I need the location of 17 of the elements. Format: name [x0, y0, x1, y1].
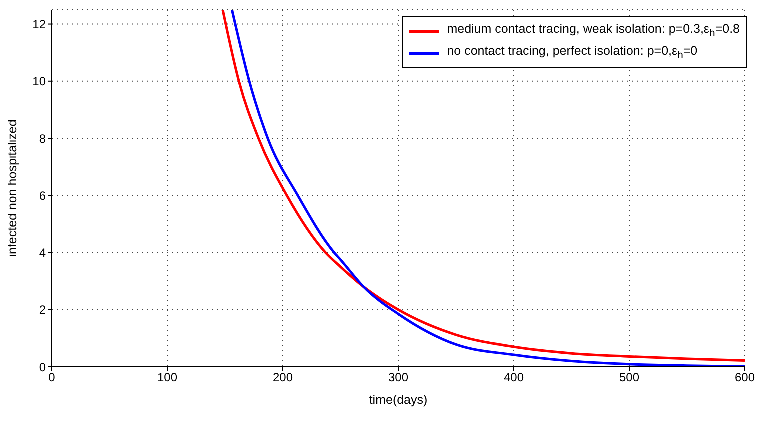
y-tick-label: 12: [32, 18, 46, 32]
y-tick-label: 8: [39, 132, 46, 146]
x-tick-label: 0: [48, 370, 56, 385]
y-tick-label: 6: [39, 188, 46, 203]
x-tick-label: 100: [157, 370, 178, 385]
legend-label: medium contact tracing, weak isolation: p=0.3,ε$_{h}$=0.8: [447, 22, 740, 40]
y-tick-label: 10: [32, 74, 46, 89]
legend-label: no contact tracing, perfect isolation: p=0,ε$_{h}$=0: [447, 44, 698, 62]
x-tick-label: 600: [734, 370, 756, 385]
y-tick-label: 0: [39, 360, 46, 374]
y-tick-label: 2: [39, 303, 46, 318]
x-tick-label: 200: [272, 370, 294, 385]
x-tick-label: 300: [388, 370, 409, 385]
x-tick-label: 400: [504, 370, 524, 385]
x-tick-label: 500: [619, 370, 640, 385]
x-axis-title: time(days): [369, 392, 428, 407]
y-tick-label: 4: [39, 246, 46, 260]
